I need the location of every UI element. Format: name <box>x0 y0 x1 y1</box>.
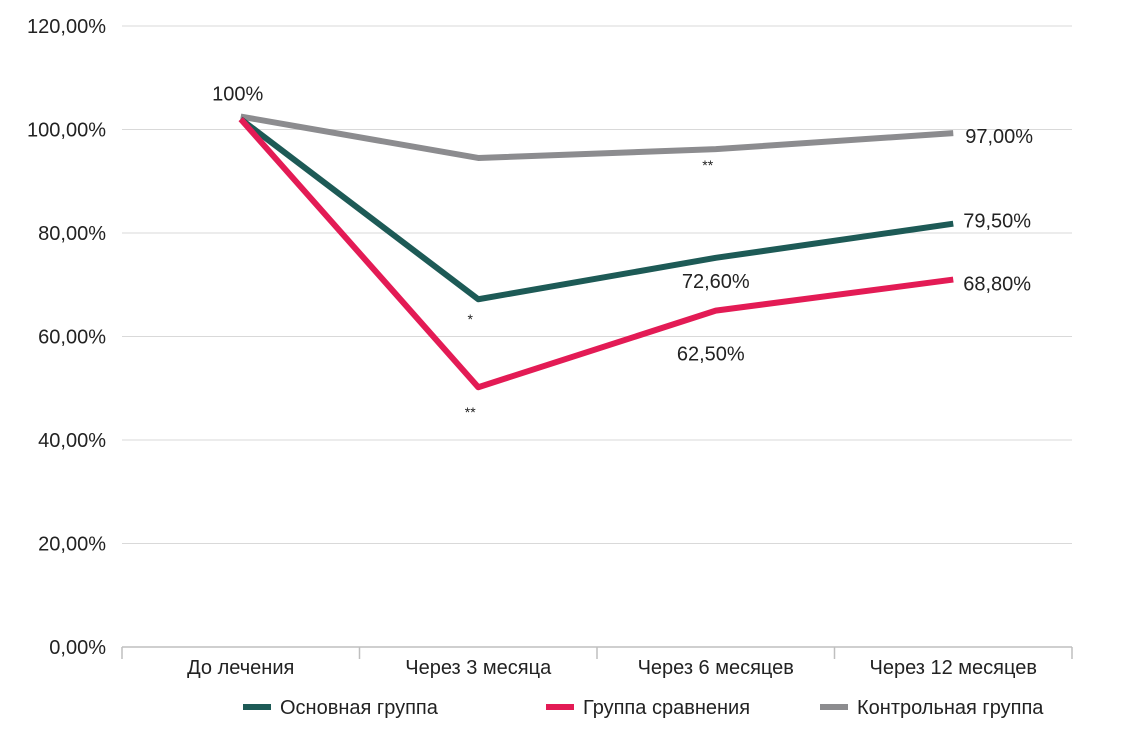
y-tick-label: 80,00% <box>38 223 106 245</box>
series-line <box>238 117 954 391</box>
data-label: 62,50% <box>677 344 745 366</box>
x-axis <box>121 646 1073 659</box>
series-line <box>238 116 954 303</box>
y-tick-label: 100,00% <box>27 120 106 142</box>
x-axis-ticks: До лечения Через 3 месяца Через 6 месяцев Ч… <box>187 657 1037 679</box>
y-tick-label: 20,00% <box>38 534 106 556</box>
y-tick-label: 40,00% <box>38 430 106 452</box>
y-axis-ticks: 0,00% 20,00% 40,00% 60,00% 80,00% 100,00% 120,… <box>27 16 106 659</box>
data-label: 100% <box>212 84 263 106</box>
legend: Основная группа Группа сравнения Контрольн… <box>243 697 1044 719</box>
data-label: 97,00% <box>965 126 1033 148</box>
legend-label: Группа сравнения <box>583 697 750 719</box>
y-tick-label: 120,00% <box>27 16 106 38</box>
significance-marker: * <box>468 311 474 327</box>
data-label: 79,50% <box>963 211 1031 233</box>
legend-label: Контрольная группа <box>857 697 1044 719</box>
series-line <box>240 113 954 161</box>
data-label: 72,60% <box>682 271 750 293</box>
significance-marker: ** <box>465 404 476 420</box>
y-tick-label: 60,00% <box>38 327 106 349</box>
grid-lines <box>122 25 1072 544</box>
x-tick-label: Через 3 месяца <box>405 657 552 679</box>
significance-marker: ** <box>702 157 713 173</box>
x-tick-label: До лечения <box>187 657 294 679</box>
data-label: 68,80% <box>963 274 1031 296</box>
series-lines <box>238 113 954 391</box>
x-tick-label: Через 6 месяцев <box>638 657 794 679</box>
significance-annotations: ***** <box>465 157 714 420</box>
legend-label: Основная группа <box>280 697 439 719</box>
x-tick-label: Через 12 месяцев <box>870 657 1037 679</box>
data-labels: 72,60% 79,50% 62,50% 68,80% 100% 97,00% <box>212 84 1033 366</box>
y-tick-label: 0,00% <box>49 637 106 659</box>
